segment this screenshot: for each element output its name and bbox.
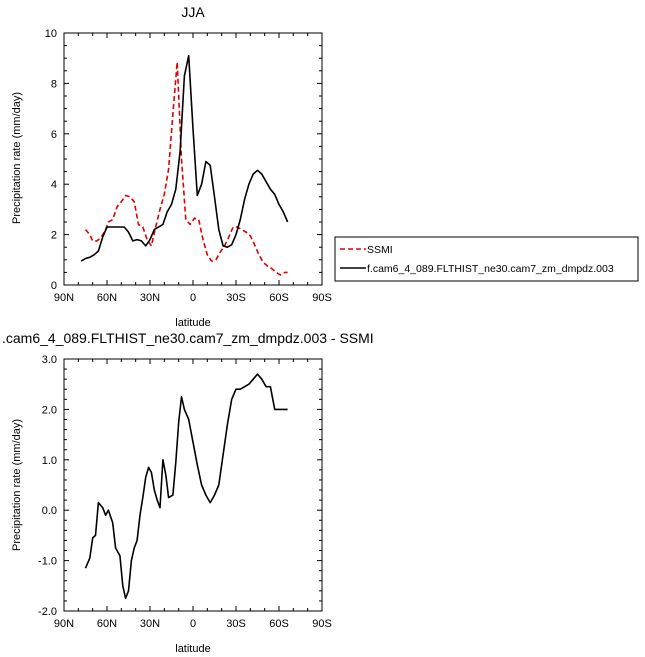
x-tick-label: 30S bbox=[226, 618, 246, 630]
y-tick-label: 1.0 bbox=[42, 455, 57, 467]
x-tick-label: 60N bbox=[97, 618, 117, 630]
y-tick-label: 2 bbox=[51, 230, 57, 242]
panel-bottom: .cam6_4_089.FLTHIST_ne30.cam7_zm_dmpdz.0… bbox=[2, 330, 374, 655]
x-tick-label: 90N bbox=[54, 292, 74, 304]
x-tick-label: 30N bbox=[140, 292, 160, 304]
plot-frame bbox=[63, 358, 323, 612]
series-line-0 bbox=[84, 61, 288, 276]
x-tick-label: 60S bbox=[269, 292, 289, 304]
plot-area-top: 90N 60N 30N 0 30S 60S 90S 0 2 4 6 8 10 bbox=[45, 28, 332, 304]
x-tick-label: 30S bbox=[226, 292, 246, 304]
legend-label-model: f.cam6_4_089.FLTHIST_ne30.cam7_zm_dmpdz.… bbox=[367, 263, 614, 275]
x-tick-label: 30N bbox=[140, 618, 160, 630]
x-tick-label: 90N bbox=[54, 618, 74, 630]
legend: SSMI f.cam6_4_089.FLTHIST_ne30.cam7_zm_d… bbox=[334, 236, 639, 282]
y-tick-label: -1.0 bbox=[38, 556, 57, 568]
plot-frame bbox=[63, 32, 323, 286]
y-tick-label: 3.0 bbox=[42, 354, 57, 366]
y-tick-label: 0 bbox=[51, 280, 57, 292]
y-tick-label: 10 bbox=[45, 28, 57, 40]
x-tick-label: 0 bbox=[190, 292, 196, 304]
y-tick-label: 4 bbox=[51, 179, 57, 191]
y-tick-label: 0.0 bbox=[42, 505, 57, 517]
legend-label-ssmi: SSMI bbox=[367, 244, 393, 256]
x-tick-label: 90S bbox=[312, 618, 332, 630]
legend-box bbox=[334, 236, 639, 282]
x-axis-label: latitude bbox=[175, 317, 210, 329]
panel-top: JJA Precipitation rate (mm/day) latitude… bbox=[11, 4, 639, 329]
series-line-0 bbox=[84, 373, 288, 600]
y-tick-label: 6 bbox=[51, 129, 57, 141]
plot-area-bottom: 90N 60N 30N 0 30S 60S 90S -2.0 -1.0 0.0 1.0 2.0 3.0 bbox=[38, 354, 332, 630]
series-line-1 bbox=[80, 54, 289, 262]
y-tick-label: 8 bbox=[51, 78, 57, 90]
x-tick-label: 90S bbox=[312, 292, 332, 304]
chart-title: JJA bbox=[181, 4, 205, 20]
y-axis-label: Precipitation rate (mm/day) bbox=[11, 92, 23, 224]
x-tick-label: 60S bbox=[269, 618, 289, 630]
x-axis-label: latitude bbox=[175, 643, 210, 655]
x-tick-label: 60N bbox=[97, 292, 117, 304]
y-tick-label: 2.0 bbox=[42, 404, 57, 416]
x-tick-label: 0 bbox=[190, 618, 196, 630]
y-tick-label: -2.0 bbox=[38, 606, 57, 618]
y-axis-label: Precipitation rate (mm/day) bbox=[11, 419, 23, 551]
chart-title: .cam6_4_089.FLTHIST_ne30.cam7_zm_dmpdz.0… bbox=[2, 330, 374, 346]
